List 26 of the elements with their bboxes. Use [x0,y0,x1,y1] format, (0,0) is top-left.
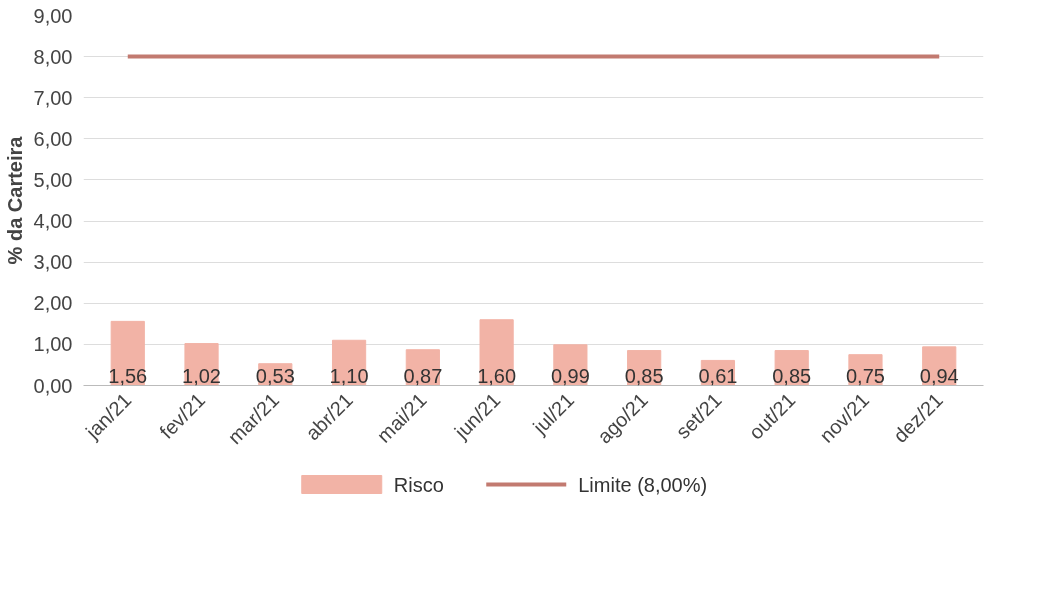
y-tick-label: 1,00 [33,333,73,356]
data-label: 1,02 [182,365,222,388]
y-tick-label: 8,00 [33,45,73,68]
y-tick-label: 2,00 [33,292,73,315]
legend-label: Limite (8,00%) [578,473,708,496]
y-tick-label: 9,00 [33,4,73,27]
data-label: 0,85 [624,365,664,388]
bar [479,319,514,386]
data-label: 1,10 [329,365,369,388]
data-label: 0,87 [403,365,443,388]
data-label: 0,61 [698,365,738,388]
y-axis-title: % da Carteira [3,135,26,265]
y-tick-label: 5,00 [33,168,73,191]
data-label: 1,60 [477,365,517,388]
data-label: 0,94 [919,365,959,388]
data-label: 0,85 [772,365,812,388]
data-label: 1,56 [108,365,148,388]
data-label: 0,75 [846,365,885,388]
y-tick-label: 7,00 [33,86,73,109]
legend-label: Risco [393,473,444,496]
y-tick-label: 3,00 [33,251,73,274]
data-label: 0,99 [550,365,590,388]
y-tick-label: 6,00 [33,127,73,150]
data-label: 0,53 [255,365,295,388]
y-tick-label: 0,00 [33,374,73,397]
y-tick-label: 4,00 [33,210,73,233]
